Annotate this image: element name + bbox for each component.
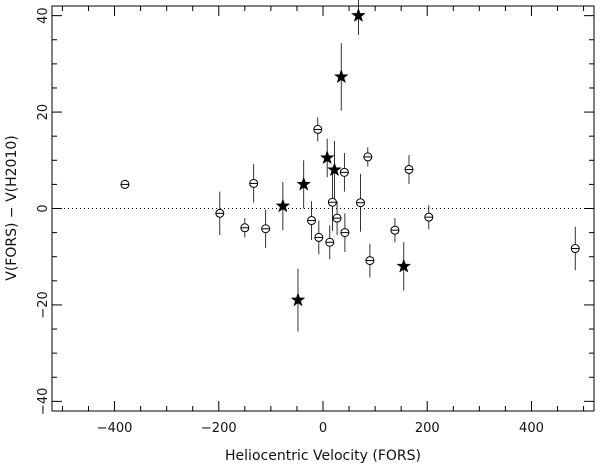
- x-tick-label: 0: [319, 421, 327, 436]
- star-point: [275, 198, 291, 213]
- y-tick-label: 40: [36, 7, 51, 24]
- x-tick-label: 400: [519, 421, 544, 436]
- x-tick-label: −200: [201, 421, 237, 436]
- y-tick-label: 0: [36, 204, 51, 212]
- x-tick-label: 200: [415, 421, 440, 436]
- x-tick-label: −400: [97, 421, 133, 436]
- star-point: [296, 176, 312, 191]
- y-tick-label: −20: [36, 291, 51, 318]
- data-points: [120, 0, 580, 332]
- star-point: [327, 162, 342, 177]
- star-point: [319, 150, 335, 165]
- x-axis-label: Heliocentric Velocity (FORS): [225, 448, 421, 464]
- star-point: [290, 292, 306, 307]
- y-axis-label: V(FORS) − V(H2010): [4, 135, 20, 280]
- y-tick-label: 20: [36, 104, 51, 121]
- star-point: [396, 258, 412, 273]
- y-tick-label: −40: [36, 388, 51, 415]
- star-point: [333, 69, 349, 84]
- star-point: [351, 7, 366, 22]
